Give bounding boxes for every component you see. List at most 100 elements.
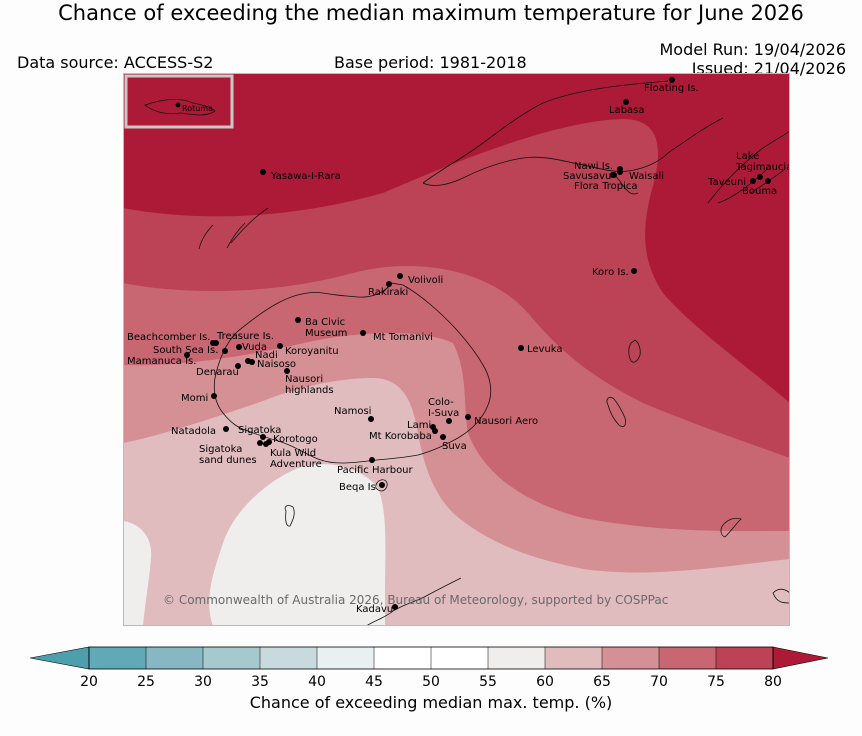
colorbar-box: [659, 647, 716, 669]
colorbar-tick-label: 70: [650, 674, 668, 690]
colorbar-boxes: [30, 646, 829, 670]
colorbar-tick-label: 40: [308, 674, 326, 690]
place-dot: [757, 174, 763, 180]
place-label: Naisoso: [257, 359, 296, 370]
place-nausori-aero: Nausori Aero: [465, 414, 538, 427]
place-nausori-highlands: Nausori highlands: [284, 368, 334, 396]
place-label: Labasa: [609, 105, 645, 116]
place-dot: [184, 352, 190, 358]
place-dot: [392, 604, 398, 610]
colorbar-box: [488, 647, 545, 669]
place-label: Momi: [181, 393, 208, 404]
colorbar-ticks: 20 25 30 35 40 45 50 55 60 65 70 75 80: [80, 647, 782, 690]
inset-label: Rotuma: [182, 104, 213, 113]
place-yasawa-i-rara: Yasawa-I-Rara: [260, 169, 341, 182]
coastlines: [198, 80, 790, 626]
place-dot: [249, 359, 255, 365]
place-levuka: Levuka: [518, 344, 563, 355]
place-naisoso: Naisoso: [249, 359, 296, 370]
place-waisali: Waisali: [617, 169, 664, 182]
copyright-note: © Commonwealth of Australia 2026, Bureau…: [163, 593, 668, 607]
colorbar-tick-label: 30: [194, 674, 212, 690]
place-label: Savusavu: [563, 171, 611, 182]
place-label: Nadi: [255, 350, 278, 361]
place-vuda: Vuda: [236, 342, 267, 353]
place-lake-tagimaucia: Lake Tagimaucia: [735, 151, 790, 180]
place-koro-is: Koro Is.: [592, 267, 637, 278]
colorbar-label: Chance of exceeding median max. temp. (%…: [249, 693, 613, 712]
place-ba-civic-museum: Ba Civic Museum: [295, 317, 347, 339]
place-label: Nausori highlands: [285, 374, 334, 396]
place-label: Namosi: [334, 406, 371, 417]
place-label: Ba Civic Museum: [305, 317, 347, 339]
place-dot: [397, 273, 403, 279]
place-natadola: Natadola: [171, 426, 229, 437]
place-pacific-harbour: Pacific Harbour: [337, 457, 414, 476]
colorbar-tick-label: 20: [80, 674, 98, 690]
place-label: Mt Tomanivi: [373, 332, 433, 343]
place-label: Suva: [442, 441, 467, 452]
colorbar-under-arrow: [30, 646, 90, 670]
place-label: Koro Is.: [592, 267, 629, 278]
band-50-55-west: [123, 521, 152, 626]
place-dot: [386, 281, 392, 287]
colorbar-tick-label: 45: [365, 674, 383, 690]
place-beqa-is: Beqa Is.: [339, 482, 385, 493]
place-momi: Momi: [181, 393, 217, 404]
colorbar-tick-label: 60: [536, 674, 554, 690]
colorbar-box: [260, 647, 317, 669]
colorbar-tick-label: 25: [137, 674, 155, 690]
colorbar-tick-label: 65: [593, 674, 611, 690]
place-flora-tropica: Flora Tropica: [574, 172, 637, 192]
rotuma-inset: Rotuma: [124, 74, 234, 129]
place-dot: [284, 368, 290, 374]
place-floating-is: Floating Is.: [644, 77, 699, 94]
place-dot: [295, 317, 301, 323]
place-sigatoka: Sigatoka: [238, 425, 281, 440]
place-colo-i-suva: Colo-I-Suva: [428, 397, 459, 424]
place-taveuni: Taveuni: [707, 177, 756, 188]
place-label: Korotogo: [273, 434, 318, 445]
place-label: Pacific Harbour: [337, 465, 414, 476]
place-dot: [669, 77, 675, 83]
colorbar-tick-label: 35: [251, 674, 269, 690]
place-bouma: Bouma: [742, 178, 777, 197]
place-label: Bouma: [742, 186, 777, 197]
place-volivoli: Volivoli: [397, 273, 443, 286]
place-sigatoka-sand-dunes: Sigatoka sand dunes: [199, 440, 263, 466]
colorbar-box: [602, 647, 659, 669]
place-label: Koroyanitu: [285, 346, 339, 357]
place-label: Nawi Is.: [574, 161, 613, 172]
place-dot: [765, 178, 771, 184]
colorbar-box: [203, 647, 260, 669]
place-mt-korobaba: Mt Korobaba: [369, 428, 438, 442]
colorbar-box: [89, 647, 146, 669]
place-dot: [446, 418, 452, 424]
place-label: Beachcomber Is.: [127, 332, 210, 343]
probability-map: Rotuma Floating Is. Labasa Yasawa-I-Rara Na…: [123, 73, 790, 626]
place-label: Kula Wild Adventure: [270, 448, 322, 470]
place-suva: Suva: [440, 434, 467, 452]
model-run: Model Run: 19/04/2026: [659, 40, 847, 59]
place-dot: [617, 169, 623, 175]
colorbar-box: [431, 647, 488, 669]
place-label: Rakiraki: [368, 287, 408, 298]
place-label: Sigatoka sand dunes: [199, 444, 257, 466]
probability-contours: [123, 73, 790, 626]
place-label: Natadola: [171, 426, 216, 437]
place-label: Colo-I-Suva: [428, 397, 459, 419]
place-label: Volivoli: [408, 275, 443, 286]
place-label: Kadavu: [356, 604, 393, 615]
place-dot: [222, 348, 228, 354]
place-dot: [211, 393, 217, 399]
place-dot: [379, 482, 385, 488]
place-dot: [213, 340, 219, 346]
place-dot: [257, 440, 263, 446]
place-dot: [260, 169, 266, 175]
colorbar-over-arrow: [772, 646, 829, 670]
colorbar-tick-label: 55: [479, 674, 497, 690]
place-dot: [235, 363, 241, 369]
place-dot: [277, 343, 283, 349]
place-labasa: Labasa: [609, 99, 645, 116]
